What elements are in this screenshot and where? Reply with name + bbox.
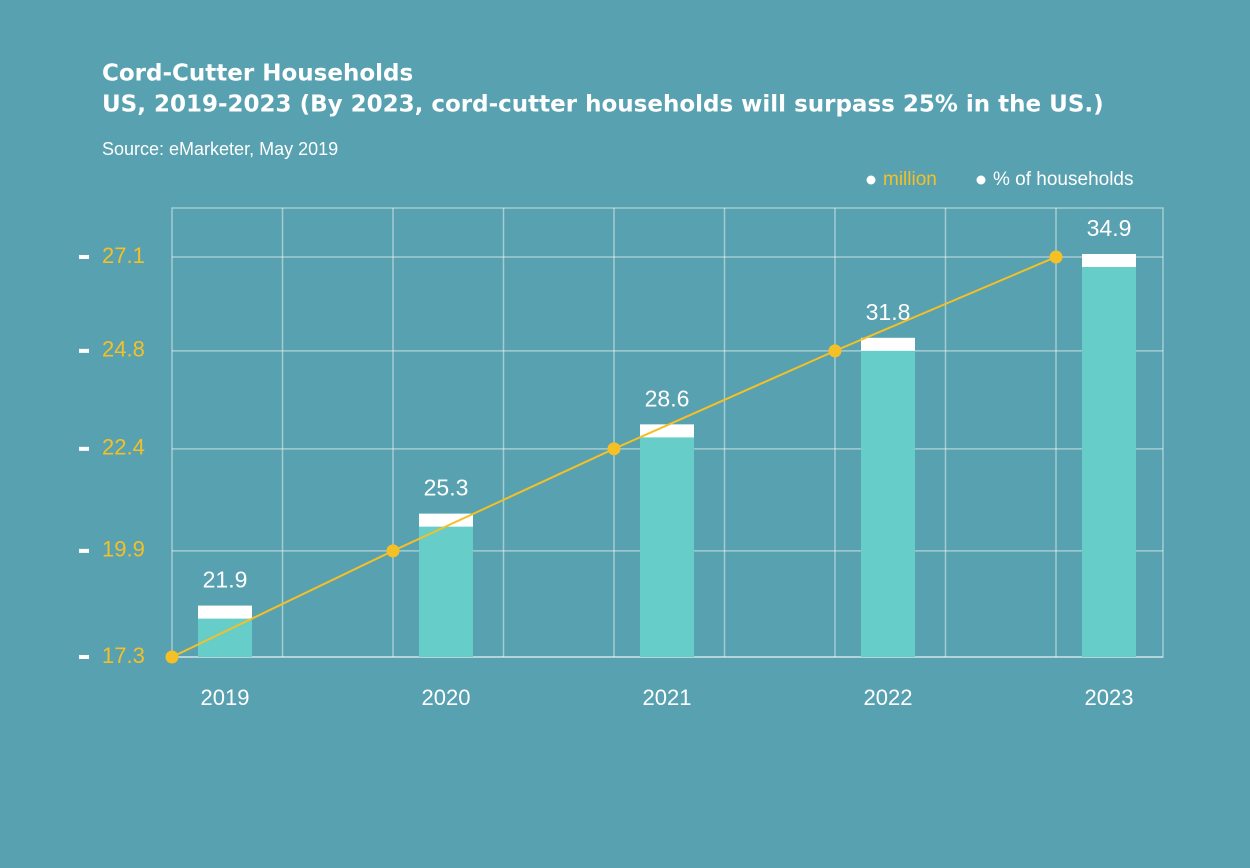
bar-cap xyxy=(1082,253,1136,267)
bar xyxy=(1082,253,1136,657)
legend-label: % of households xyxy=(993,169,1134,190)
x-tick-label: 2019 xyxy=(201,685,250,710)
data-label: 25.3 xyxy=(424,475,469,501)
data-label: 21.9 xyxy=(203,567,248,593)
bar-cap xyxy=(861,337,915,351)
y-tick-label: 27.1 xyxy=(102,243,145,268)
line-point xyxy=(828,344,842,358)
y-tick-label: 24.8 xyxy=(102,337,145,362)
data-label: 31.8 xyxy=(866,299,911,325)
x-tick-label: 2022 xyxy=(864,685,913,710)
y-tick-label: 22.4 xyxy=(102,435,145,460)
line-point xyxy=(607,442,621,456)
y-tick-label: 17.3 xyxy=(102,643,145,668)
y-tick-label: 19.9 xyxy=(102,537,145,562)
bar xyxy=(640,424,694,657)
x-tick-label: 2021 xyxy=(643,685,692,710)
legend-dot xyxy=(866,175,876,185)
bar xyxy=(861,337,915,657)
bar-cap xyxy=(640,424,694,438)
bar xyxy=(419,513,473,657)
x-tick-label: 2020 xyxy=(422,685,471,710)
chart-subtitle: US, 2019-2023 (By 2023, cord-cutter hous… xyxy=(102,92,1104,118)
line-point xyxy=(386,544,400,558)
chart-title: Cord-Cutter Households xyxy=(102,61,413,87)
source: Source: eMarketer, May 2019 xyxy=(102,139,338,159)
legend-dot xyxy=(976,175,986,185)
line-point xyxy=(165,650,179,664)
line-point xyxy=(1049,250,1063,264)
data-label: 34.9 xyxy=(1087,215,1132,241)
x-tick-label: 2023 xyxy=(1085,685,1134,710)
bar-cap xyxy=(419,513,473,527)
legend-label: million xyxy=(883,169,937,190)
bar-cap xyxy=(198,605,252,619)
data-label: 28.6 xyxy=(645,385,690,411)
